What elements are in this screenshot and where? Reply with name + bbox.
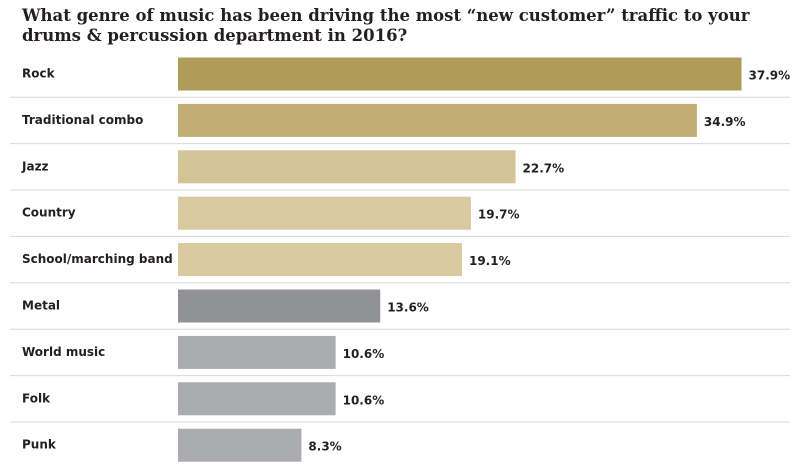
category-label: Traditional combo (22, 113, 143, 127)
bar (178, 196, 471, 230)
value-label: 8.3% (308, 440, 341, 454)
value-label: 34.9% (704, 115, 746, 129)
category-label: World music (22, 345, 105, 359)
value-label: 19.1% (469, 254, 511, 268)
category-label: Punk (22, 438, 57, 452)
category-label: Jazz (21, 159, 49, 173)
value-label: 19.7% (478, 208, 520, 222)
bar (178, 289, 381, 323)
category-label: Metal (22, 299, 60, 313)
bar (178, 382, 336, 416)
value-label: 10.6% (343, 393, 385, 407)
category-label: Rock (22, 67, 56, 81)
bar (178, 57, 742, 91)
bar (178, 428, 302, 462)
value-label: 37.9% (749, 69, 791, 83)
category-label: Folk (22, 391, 51, 405)
category-label: Country (22, 206, 76, 220)
bar (178, 243, 462, 277)
value-label: 22.7% (523, 161, 565, 175)
chart-title: What genre of music has been driving the… (22, 6, 750, 45)
category-label: School/marching band (22, 252, 173, 266)
bar (178, 103, 697, 137)
bar (178, 150, 516, 184)
value-label: 13.6% (387, 301, 429, 315)
value-label: 10.6% (343, 347, 385, 361)
bar (178, 335, 336, 369)
